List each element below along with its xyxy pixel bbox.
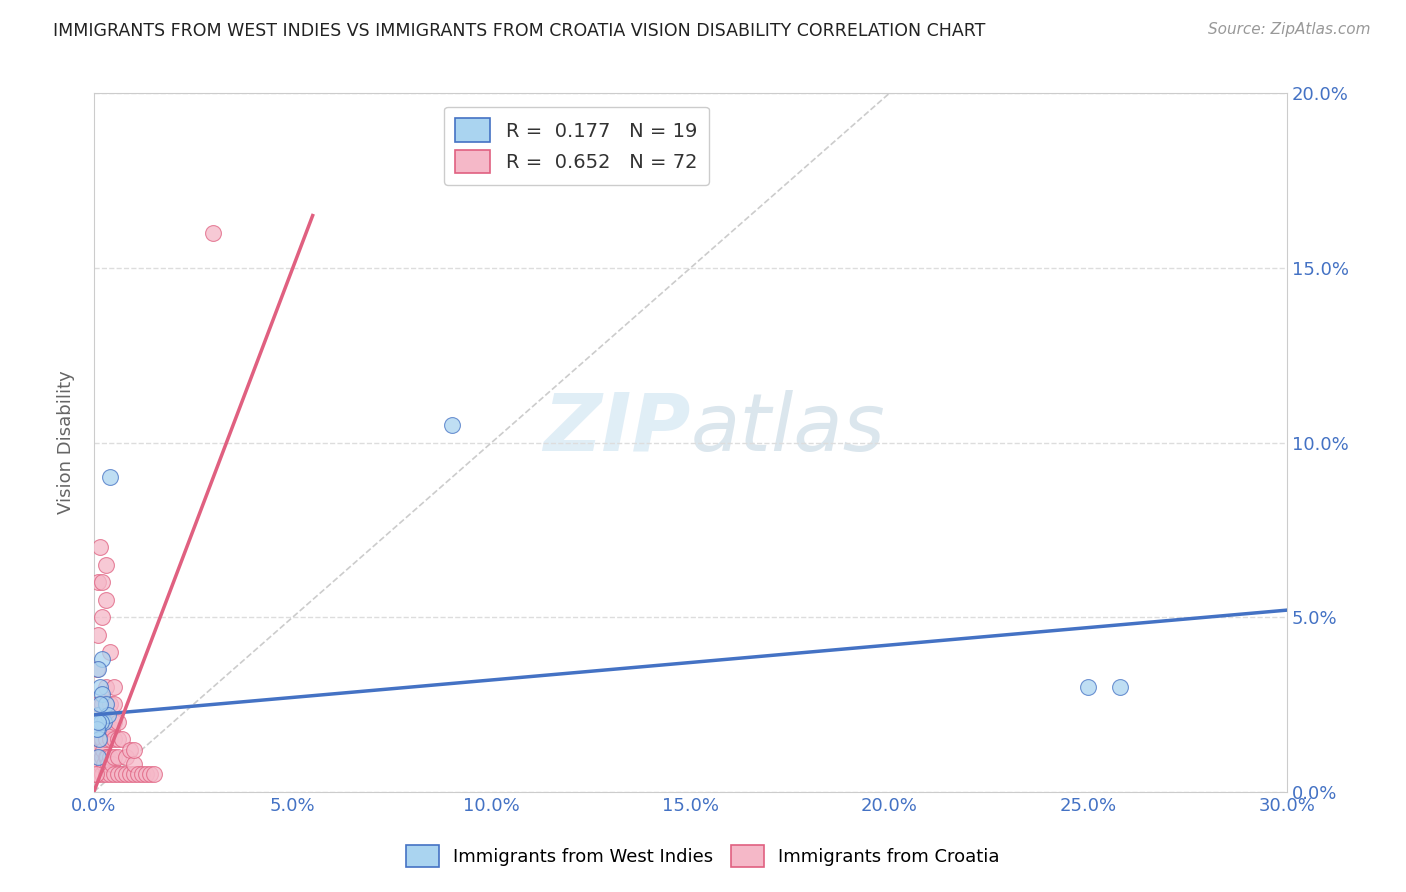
Point bbox=[94, 558, 117, 572]
Point bbox=[87, 575, 110, 590]
Point bbox=[90, 575, 112, 590]
Point bbox=[107, 767, 129, 781]
Point bbox=[94, 749, 117, 764]
Point bbox=[135, 767, 157, 781]
Point bbox=[202, 226, 225, 240]
Point bbox=[84, 767, 107, 781]
Point bbox=[87, 749, 110, 764]
Point bbox=[96, 749, 118, 764]
Point bbox=[91, 743, 114, 757]
Point bbox=[98, 732, 121, 747]
Point bbox=[87, 749, 110, 764]
Point bbox=[98, 470, 121, 484]
Point bbox=[98, 767, 121, 781]
Point bbox=[90, 714, 112, 729]
Point bbox=[101, 722, 124, 736]
Text: Source: ZipAtlas.com: Source: ZipAtlas.com bbox=[1208, 22, 1371, 37]
Point bbox=[89, 698, 111, 712]
Point bbox=[87, 698, 110, 712]
Legend: R =  0.177   N = 19, R =  0.652   N = 72: R = 0.177 N = 19, R = 0.652 N = 72 bbox=[444, 106, 709, 186]
Point bbox=[98, 698, 121, 712]
Point bbox=[87, 714, 110, 729]
Point bbox=[103, 767, 125, 781]
Point bbox=[86, 756, 108, 771]
Point bbox=[1109, 680, 1132, 694]
Point bbox=[89, 743, 111, 757]
Point bbox=[97, 756, 120, 771]
Point bbox=[90, 714, 112, 729]
Point bbox=[87, 732, 110, 747]
Point bbox=[111, 732, 134, 747]
Point bbox=[118, 743, 141, 757]
Point bbox=[97, 707, 120, 722]
Point bbox=[114, 767, 136, 781]
Point bbox=[97, 722, 120, 736]
Point bbox=[89, 541, 111, 555]
Point bbox=[94, 680, 117, 694]
Point bbox=[103, 749, 125, 764]
Point bbox=[87, 732, 110, 747]
Text: IMMIGRANTS FROM WEST INDIES VS IMMIGRANTS FROM CROATIA VISION DISABILITY CORRELA: IMMIGRANTS FROM WEST INDIES VS IMMIGRANT… bbox=[53, 22, 986, 40]
Point bbox=[87, 714, 110, 729]
Point bbox=[107, 714, 129, 729]
Point bbox=[103, 680, 125, 694]
Point bbox=[122, 756, 145, 771]
Point bbox=[98, 645, 121, 659]
Point bbox=[101, 756, 124, 771]
Y-axis label: Vision Disability: Vision Disability bbox=[58, 371, 75, 515]
Point bbox=[107, 732, 129, 747]
Point bbox=[114, 749, 136, 764]
Point bbox=[90, 732, 112, 747]
Point bbox=[127, 767, 149, 781]
Legend: Immigrants from West Indies, Immigrants from Croatia: Immigrants from West Indies, Immigrants … bbox=[399, 838, 1007, 874]
Point bbox=[89, 714, 111, 729]
Point bbox=[89, 756, 111, 771]
Point bbox=[94, 767, 117, 781]
Point bbox=[87, 627, 110, 641]
Text: ZIP: ZIP bbox=[543, 390, 690, 467]
Point bbox=[98, 749, 121, 764]
Point bbox=[90, 652, 112, 666]
Point bbox=[94, 592, 117, 607]
Point bbox=[84, 749, 107, 764]
Point bbox=[94, 714, 117, 729]
Point bbox=[142, 767, 165, 781]
Point bbox=[89, 680, 111, 694]
Point bbox=[94, 698, 117, 712]
Point bbox=[103, 714, 125, 729]
Point bbox=[440, 418, 463, 433]
Point bbox=[103, 698, 125, 712]
Point bbox=[87, 663, 110, 677]
Point bbox=[111, 767, 134, 781]
Point bbox=[93, 756, 115, 771]
Point bbox=[131, 767, 153, 781]
Point bbox=[93, 722, 115, 736]
Point bbox=[94, 732, 117, 747]
Point bbox=[87, 722, 110, 736]
Point bbox=[87, 749, 110, 764]
Point bbox=[87, 707, 110, 722]
Point bbox=[84, 767, 107, 781]
Point bbox=[107, 749, 129, 764]
Point bbox=[138, 767, 160, 781]
Point bbox=[90, 732, 112, 747]
Point bbox=[90, 698, 112, 712]
Point bbox=[122, 743, 145, 757]
Point bbox=[93, 714, 115, 729]
Point bbox=[118, 767, 141, 781]
Point bbox=[87, 767, 110, 781]
Point bbox=[90, 767, 112, 781]
Point bbox=[86, 663, 108, 677]
Point bbox=[90, 610, 112, 624]
Point bbox=[94, 698, 117, 712]
Point bbox=[103, 732, 125, 747]
Point bbox=[90, 749, 112, 764]
Point bbox=[90, 687, 112, 701]
Point bbox=[87, 722, 110, 736]
Point bbox=[86, 722, 108, 736]
Text: atlas: atlas bbox=[690, 390, 886, 467]
Point bbox=[122, 767, 145, 781]
Point bbox=[1077, 680, 1099, 694]
